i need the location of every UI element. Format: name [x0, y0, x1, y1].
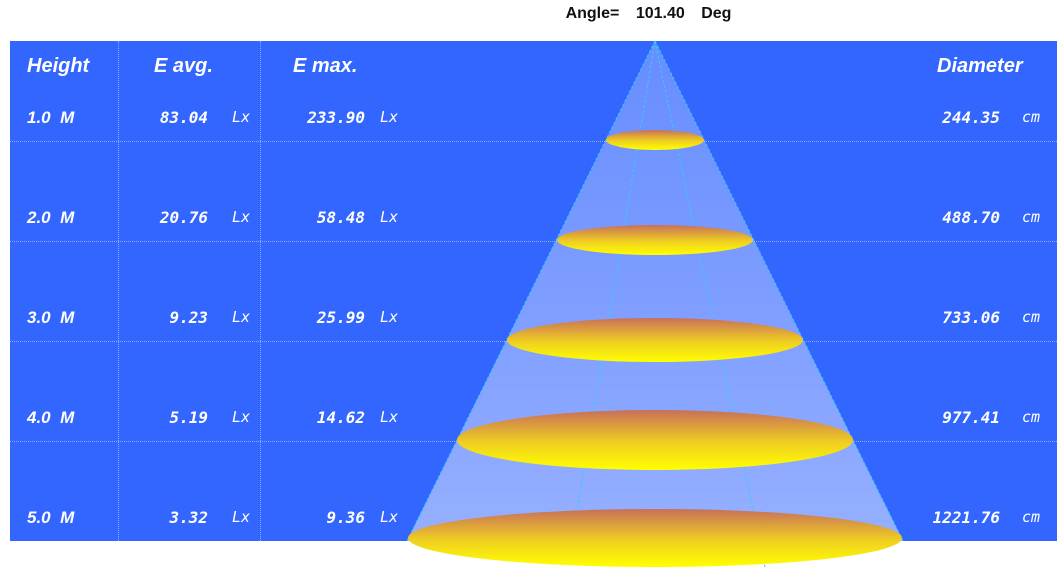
- row-divider: [10, 241, 1057, 242]
- row-e-avg-unit: Lx: [232, 508, 251, 526]
- light-spot-2m: [557, 225, 753, 255]
- row-e-avg: 5.19: [169, 408, 208, 427]
- row-diameter-unit: cm: [1022, 408, 1041, 426]
- row-height: 1.0 M: [27, 108, 75, 127]
- cone-edge-right: [654, 40, 904, 542]
- header-e-max: E max.: [293, 55, 358, 77]
- row-height: 2.0 M: [27, 208, 75, 227]
- row-diameter: 977.41: [942, 408, 1000, 427]
- row-diameter-unit: cm: [1022, 508, 1041, 526]
- row-e-avg: 9.23: [169, 308, 208, 327]
- row-e-avg-unit: Lx: [232, 108, 251, 126]
- column-divider: [118, 41, 119, 541]
- row-e-avg-unit: Lx: [232, 408, 251, 426]
- row-diameter-unit: cm: [1022, 108, 1041, 126]
- row-e-max: 14.62: [316, 408, 365, 427]
- header-height: Height: [27, 55, 90, 77]
- row-height: 5.0 M: [27, 508, 75, 527]
- angle-unit: Deg: [701, 5, 732, 22]
- row-diameter: 733.06: [942, 308, 1000, 327]
- row-e-max: 25.99: [316, 308, 365, 327]
- light-spot-3m: [507, 318, 803, 362]
- row-diameter: 488.70: [942, 208, 1000, 227]
- row-e-max-unit: Lx: [380, 108, 399, 126]
- row-e-avg-unit: Lx: [232, 208, 251, 226]
- beam-angle-readout: Angle= 101.40 Deg: [0, 5, 1061, 23]
- row-e-max-unit: Lx: [380, 208, 399, 226]
- header-e-avg: E avg.: [154, 55, 213, 77]
- header-diameter: Diameter: [937, 55, 1023, 77]
- row-diameter: 1221.76: [932, 508, 1000, 527]
- cone-inner-right: [654, 40, 766, 567]
- column-divider: [260, 41, 261, 541]
- row-diameter: 244.35: [942, 108, 1000, 127]
- cone-edge-left: [406, 40, 656, 542]
- row-divider: [10, 141, 1057, 142]
- row-e-avg: 3.32: [169, 508, 208, 527]
- row-e-max: 233.90: [307, 108, 365, 127]
- row-diameter-unit: cm: [1022, 308, 1041, 326]
- light-spot-1m: [606, 130, 704, 150]
- row-e-avg-unit: Lx: [232, 308, 251, 326]
- row-e-max-unit: Lx: [380, 408, 399, 426]
- angle-label: Angle=: [565, 5, 620, 22]
- row-diameter-unit: cm: [1022, 208, 1041, 226]
- row-height: 4.0 M: [27, 408, 75, 427]
- light-spot-4m: [457, 410, 853, 470]
- beam-cone: [407, 41, 903, 541]
- light-spot-5m: [408, 509, 902, 567]
- row-e-max-unit: Lx: [380, 508, 399, 526]
- row-e-max-unit: Lx: [380, 308, 399, 326]
- row-e-max: 58.48: [316, 208, 365, 227]
- row-e-avg: 20.76: [159, 208, 208, 227]
- row-e-avg: 83.04: [159, 108, 208, 127]
- row-height: 3.0 M: [27, 308, 75, 327]
- row-e-max: 9.36: [326, 508, 365, 527]
- angle-value: 101.40: [635, 5, 685, 22]
